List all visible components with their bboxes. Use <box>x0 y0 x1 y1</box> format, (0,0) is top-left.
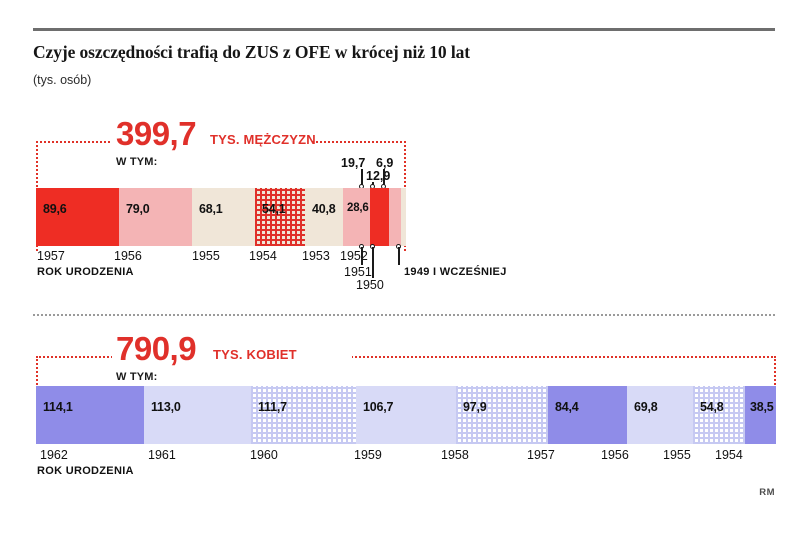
women-total-unit: TYS. KOBIET <box>213 347 297 362</box>
women-year-1961: 1961 <box>148 448 176 462</box>
men-leader-line-bottom-1951 <box>361 247 363 265</box>
men-segment-1951[interactable] <box>370 188 389 246</box>
men-year-1953: 1953 <box>302 249 330 263</box>
women-segment-value-1962: 114,1 <box>43 400 73 414</box>
women-year-1962: 1962 <box>40 448 68 462</box>
women-segment-value-1961: 113,0 <box>151 400 181 414</box>
women-year-1960: 1960 <box>250 448 278 462</box>
women-year-1958: 1958 <box>441 448 469 462</box>
men-year-1955: 1955 <box>192 249 220 263</box>
women-segment-value-1959: 106,7 <box>363 400 394 414</box>
page-title: Czyje oszczędności trafią do ZUS z OFE w… <box>33 42 470 62</box>
men-segment-1950[interactable] <box>389 188 401 246</box>
women-segment-1960[interactable]: 111,7 <box>251 386 356 444</box>
men-stacked-bar: 89,6 79,0 68,1 54,1 40,8 28,6 <box>36 188 406 246</box>
men-year-1957: 1957 <box>37 249 65 263</box>
women-frame-gap <box>112 351 352 363</box>
women-year-1956: 1956 <box>601 448 629 462</box>
men-leader-line-bottom-1949 <box>398 247 400 265</box>
women-segment-1959[interactable]: 106,7 <box>356 386 456 444</box>
women-segment-1956[interactable]: 69,8 <box>627 386 693 444</box>
men-segment-1952[interactable]: 28,6 <box>343 188 370 246</box>
women-segment-1962[interactable]: 114,1 <box>36 386 144 444</box>
men-frame-gap <box>112 136 312 148</box>
men-segment-value-1953: 40,8 <box>312 202 336 216</box>
men-year-1950: 1950 <box>356 278 384 292</box>
men-segment-value-1955: 68,1 <box>199 202 223 216</box>
women-year-1954: 1954 <box>715 448 743 462</box>
women-segment-value-1954: 38,5 <box>750 400 774 414</box>
women-year-1955: 1955 <box>663 448 691 462</box>
men-note: W TYM: <box>116 156 158 168</box>
men-total-unit: TYS. MĘŻCZYZN <box>210 132 316 147</box>
women-axis-caption: ROK URODZENIA <box>37 465 134 477</box>
women-segment-1957[interactable]: 84,4 <box>548 386 627 444</box>
women-segment-value-1955: 54,8 <box>700 400 724 414</box>
men-segment-1949[interactable] <box>401 188 406 246</box>
credit-label: RM <box>759 487 775 498</box>
men-axis-caption: ROK URODZENIA <box>37 266 134 278</box>
women-segment-1955[interactable]: 54,8 <box>693 386 745 444</box>
men-year-1951: 1951 <box>344 265 372 279</box>
women-year-1959: 1959 <box>354 448 382 462</box>
men-year-1956: 1956 <box>114 249 142 263</box>
men-segment-value-1954: 54,1 <box>262 202 286 216</box>
women-segment-1961[interactable]: 113,0 <box>144 386 251 444</box>
section-divider <box>33 314 775 316</box>
men-leader-line-top-1949 <box>383 169 385 187</box>
women-stacked-bar: 114,1 113,0 111,7 106,7 97,9 84,4 69,8 5… <box>36 386 776 444</box>
men-segment-1954[interactable]: 54,1 <box>255 188 305 246</box>
women-year-1957: 1957 <box>527 448 555 462</box>
women-segment-value-1956: 69,8 <box>634 400 658 414</box>
page-subtitle: (tys. osób) <box>33 73 92 87</box>
women-segment-value-1957: 84,4 <box>555 400 579 414</box>
women-note: W TYM: <box>116 371 158 383</box>
chart-men: 399,7 TYS. MĘŻCZYZN W TYM: 19,7 12,9 6,9… <box>36 115 507 292</box>
men-year-1949: 1949 I WCZEŚNIEJ <box>404 266 507 278</box>
men-year-1954: 1954 <box>249 249 277 263</box>
men-callout-value-1949: 6,9 <box>376 156 394 170</box>
header-rule <box>33 28 775 31</box>
men-leader-line-top-1951 <box>361 169 363 187</box>
men-segment-value-1956: 79,0 <box>126 202 150 216</box>
men-segment-1957[interactable]: 89,6 <box>36 188 119 246</box>
men-segment-1956[interactable]: 79,0 <box>119 188 192 246</box>
men-segment-1955[interactable]: 68,1 <box>192 188 255 246</box>
men-total-value: 399,7 <box>116 115 197 152</box>
men-leader-line-bottom-1950 <box>372 247 374 278</box>
women-total-value: 790,9 <box>116 330 197 367</box>
men-callout-value-1951: 19,7 <box>341 156 366 170</box>
women-frame <box>36 356 776 396</box>
women-segment-1954[interactable]: 38,5 <box>745 386 776 444</box>
women-segment-1958[interactable]: 97,9 <box>456 386 548 444</box>
men-segment-1953[interactable]: 40,8 <box>305 188 343 246</box>
women-segment-value-1958: 97,9 <box>463 400 487 414</box>
men-year-1952: 1952 <box>340 249 368 263</box>
men-segment-value-1952: 28,6 <box>347 202 369 214</box>
women-segment-value-1960: 111,7 <box>258 400 287 414</box>
men-segment-value-1957: 89,6 <box>43 202 67 216</box>
